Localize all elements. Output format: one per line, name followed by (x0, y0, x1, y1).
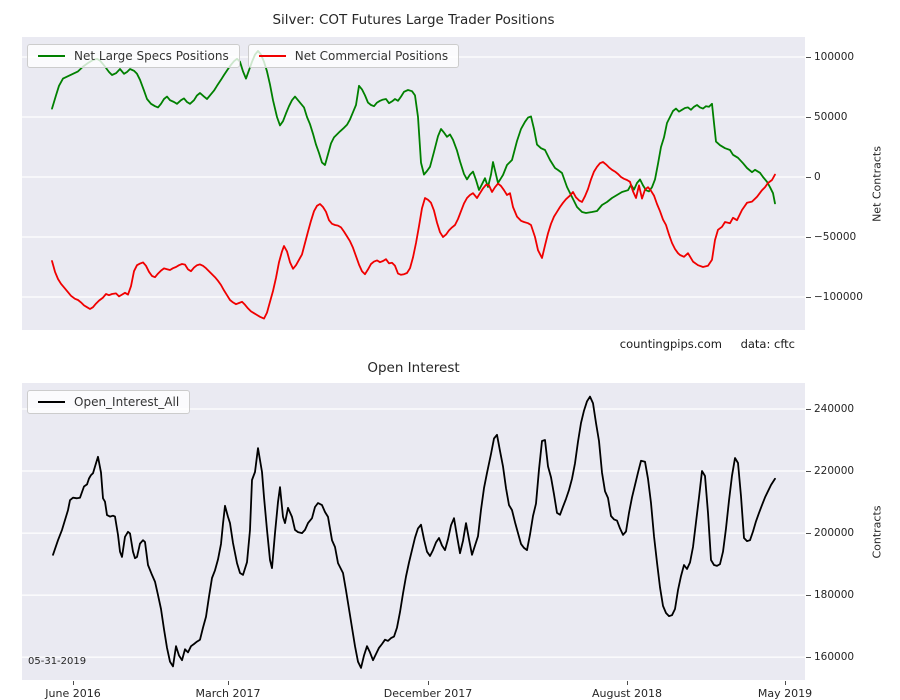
bottom-chart-legend: Open_Interest_All (27, 390, 191, 414)
y-tick-label: 100000 (814, 51, 855, 63)
x-tick-mark (627, 681, 628, 685)
x-tick-mark (428, 681, 429, 685)
y-tick-label: 240000 (814, 403, 855, 415)
y-tick-label: 0 (814, 171, 821, 183)
x-tick-mark (785, 681, 786, 685)
top-chart-title: Silver: COT Futures Large Trader Positio… (272, 12, 555, 28)
legend-label: Net Commercial Positions (294, 49, 449, 63)
y-tick-mark (806, 177, 811, 178)
x-tick-mark (73, 681, 74, 685)
y-tick-label: 220000 (814, 465, 855, 477)
x-tick-mark (228, 681, 229, 685)
bottom-chart-plot-area: Open_Interest_All 05-31-2019 (22, 383, 805, 680)
x-tick-label: June 2016 (45, 687, 101, 700)
y-tick-mark (806, 57, 811, 58)
bottom-chart-canvas (22, 395, 805, 669)
legend-entry-net-large-specs-positions: Net Large Specs Positions (27, 44, 240, 68)
bottom-chart-title: Open Interest (367, 360, 460, 376)
series-line-open-interest-all (52, 395, 776, 669)
legend-entry-net-commercial-positions: Net Commercial Positions (247, 44, 460, 68)
y-tick-mark (806, 117, 811, 118)
y-tick-label: 200000 (814, 527, 855, 539)
y-tick-mark (806, 409, 811, 410)
top-chart-legend: Net Large Specs Positions Net Commercial … (27, 44, 460, 68)
legend-line-sample (38, 55, 65, 57)
data-source-text: data: cftc (740, 337, 795, 351)
top-chart-y-axis-title: Net Contracts (870, 145, 884, 222)
top-chart-canvas (22, 50, 805, 320)
y-tick-mark (806, 533, 811, 534)
legend-label: Open_Interest_All (74, 395, 180, 409)
bottom-chart-y-axis-title: Contracts (870, 504, 884, 559)
legend-line-sample (258, 55, 286, 57)
x-tick-label: March 2017 (195, 687, 261, 700)
last-date-annotation: 05-31-2019 (28, 656, 87, 667)
y-tick-mark (806, 471, 811, 472)
y-tick-label: −50000 (814, 231, 857, 243)
y-tick-label: 180000 (814, 589, 855, 601)
legend-line-sample (38, 401, 65, 403)
x-tick-label: August 2018 (592, 687, 662, 700)
y-tick-label: −100000 (814, 291, 863, 303)
legend-label: Net Large Specs Positions (74, 49, 229, 63)
y-tick-label: 50000 (814, 111, 848, 123)
x-tick-label: December 2017 (383, 687, 473, 700)
y-tick-label: 160000 (814, 651, 855, 663)
watermark-text: countingpips.com (619, 337, 722, 351)
top-chart-plot-area: Net Large Specs Positions Net Commercial … (22, 37, 805, 330)
legend-entry-open-interest-all: Open_Interest_All (27, 390, 191, 414)
y-tick-mark (806, 297, 811, 298)
series-line-net-commercial-positions (51, 161, 776, 320)
y-tick-mark (806, 237, 811, 238)
series-line-net-large-specs-positions (51, 50, 776, 214)
y-tick-mark (806, 657, 811, 658)
y-tick-mark (806, 595, 811, 596)
x-tick-label: May 2019 (757, 687, 813, 700)
